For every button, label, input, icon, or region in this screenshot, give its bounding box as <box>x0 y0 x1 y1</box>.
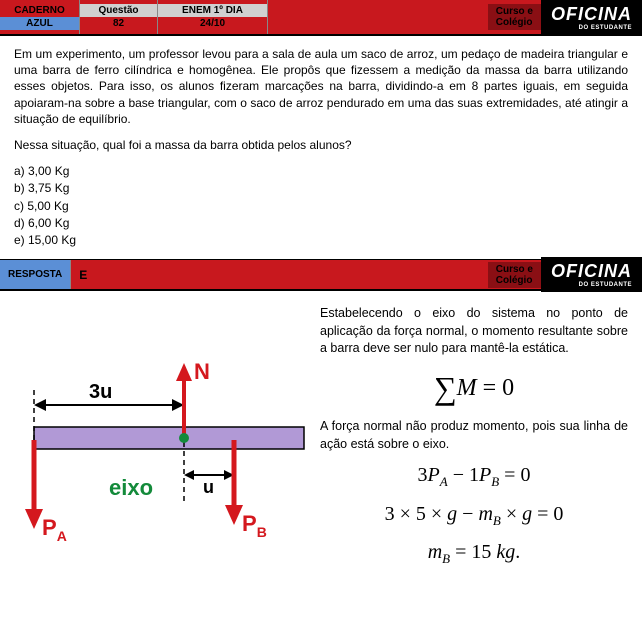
caderno-cell: CADERNO AZUL <box>0 0 80 34</box>
arrow-PA-head <box>25 509 43 529</box>
label-eixo: eixo <box>109 475 153 500</box>
question-header: CADERNO AZUL Questão 82 ENEM 1º DIA 24/1… <box>0 0 642 36</box>
eq-sum-m: ∑M = 0 <box>320 366 628 411</box>
enem-value: 24/10 <box>164 18 261 29</box>
dim-u-arrow-l <box>184 470 194 480</box>
logo-2: OFICINA DO ESTUDANTE <box>541 257 642 292</box>
answer-header: RESPOSTA E Curso e Colégio OFICINA DO ES… <box>0 259 642 291</box>
caderno-value: AZUL <box>0 17 79 30</box>
bar-rect <box>34 427 304 449</box>
curso2-line2: Colégio <box>496 275 533 286</box>
enem-cell: ENEM 1º DIA 24/10 <box>158 0 268 34</box>
arrow-PB-head <box>225 505 243 525</box>
answer-header-right: Curso e Colégio OFICINA DO ESTUDANTE <box>488 260 642 289</box>
solution-p1: Estabelecendo o eixo do sistema no ponto… <box>320 305 628 358</box>
label-3u: 3u <box>89 381 112 403</box>
curso-label-2: Curso e Colégio <box>488 262 541 288</box>
resposta-label: RESPOSTA <box>0 260 71 289</box>
curso-line1: Curso e <box>496 6 533 17</box>
alt-b: b) 3,75 Kg <box>14 180 628 196</box>
enem-label: ENEM 1º DIA <box>158 4 267 17</box>
logo2-main: OFICINA <box>551 261 632 282</box>
alt-d: d) 6,00 Kg <box>14 215 628 231</box>
alt-c: c) 5,00 Kg <box>14 198 628 214</box>
solution-p2: A força normal não produz momento, pois … <box>320 418 628 453</box>
logo-sub: DO ESTUDANTE <box>579 25 632 31</box>
curso-label: Curso e Colégio <box>488 4 541 30</box>
physics-diagram: 3u u N PA PB eixo <box>14 335 314 545</box>
questao-value: 82 <box>86 18 151 29</box>
logo-main: OFICINA <box>551 4 632 25</box>
alternatives: a) 3,00 Kg b) 3,75 Kg c) 5,00 Kg d) 6,00… <box>14 163 628 248</box>
arrow-N-head <box>176 363 192 381</box>
question-body: Em um experimento, um professor levou pa… <box>0 36 642 259</box>
logo: OFICINA DO ESTUDANTE <box>541 0 642 35</box>
label-N: N <box>194 359 210 384</box>
label-PB: PB <box>242 511 267 540</box>
alt-e: e) 15,00 Kg <box>14 232 628 248</box>
question-text: Em um experimento, um professor levou pa… <box>14 46 628 127</box>
header-right: Curso e Colégio OFICINA DO ESTUDANTE <box>488 0 642 34</box>
eq-3: 3 × 5 × g − mB × g = 0 <box>320 500 628 530</box>
dim-3u-arrow-l <box>34 399 46 411</box>
solution: 3u u N PA PB eixo Estabelecendo o eixo d… <box>0 291 642 590</box>
explanation: Estabelecendo o eixo do sistema no ponto… <box>320 305 628 576</box>
eq-2: 3PA − 1PB = 0 <box>320 461 628 491</box>
resposta-value: E <box>71 260 95 289</box>
label-u: u <box>203 477 214 497</box>
alt-a: a) 3,00 Kg <box>14 163 628 179</box>
questao-label: Questão <box>80 4 157 17</box>
curso2-line1: Curso e <box>496 264 533 275</box>
question-prompt: Nessa situação, qual foi a massa da barr… <box>14 137 628 153</box>
diagram: 3u u N PA PB eixo <box>14 305 314 576</box>
logo2-sub: DO ESTUDANTE <box>579 282 632 288</box>
curso-line2: Colégio <box>496 17 533 28</box>
questao-cell: Questão 82 <box>80 0 158 34</box>
label-PA: PA <box>42 515 67 544</box>
caderno-label: CADERNO <box>6 5 73 16</box>
fulcrum-dot <box>179 433 189 443</box>
eq-4: mB = 15 kg. <box>320 538 628 568</box>
